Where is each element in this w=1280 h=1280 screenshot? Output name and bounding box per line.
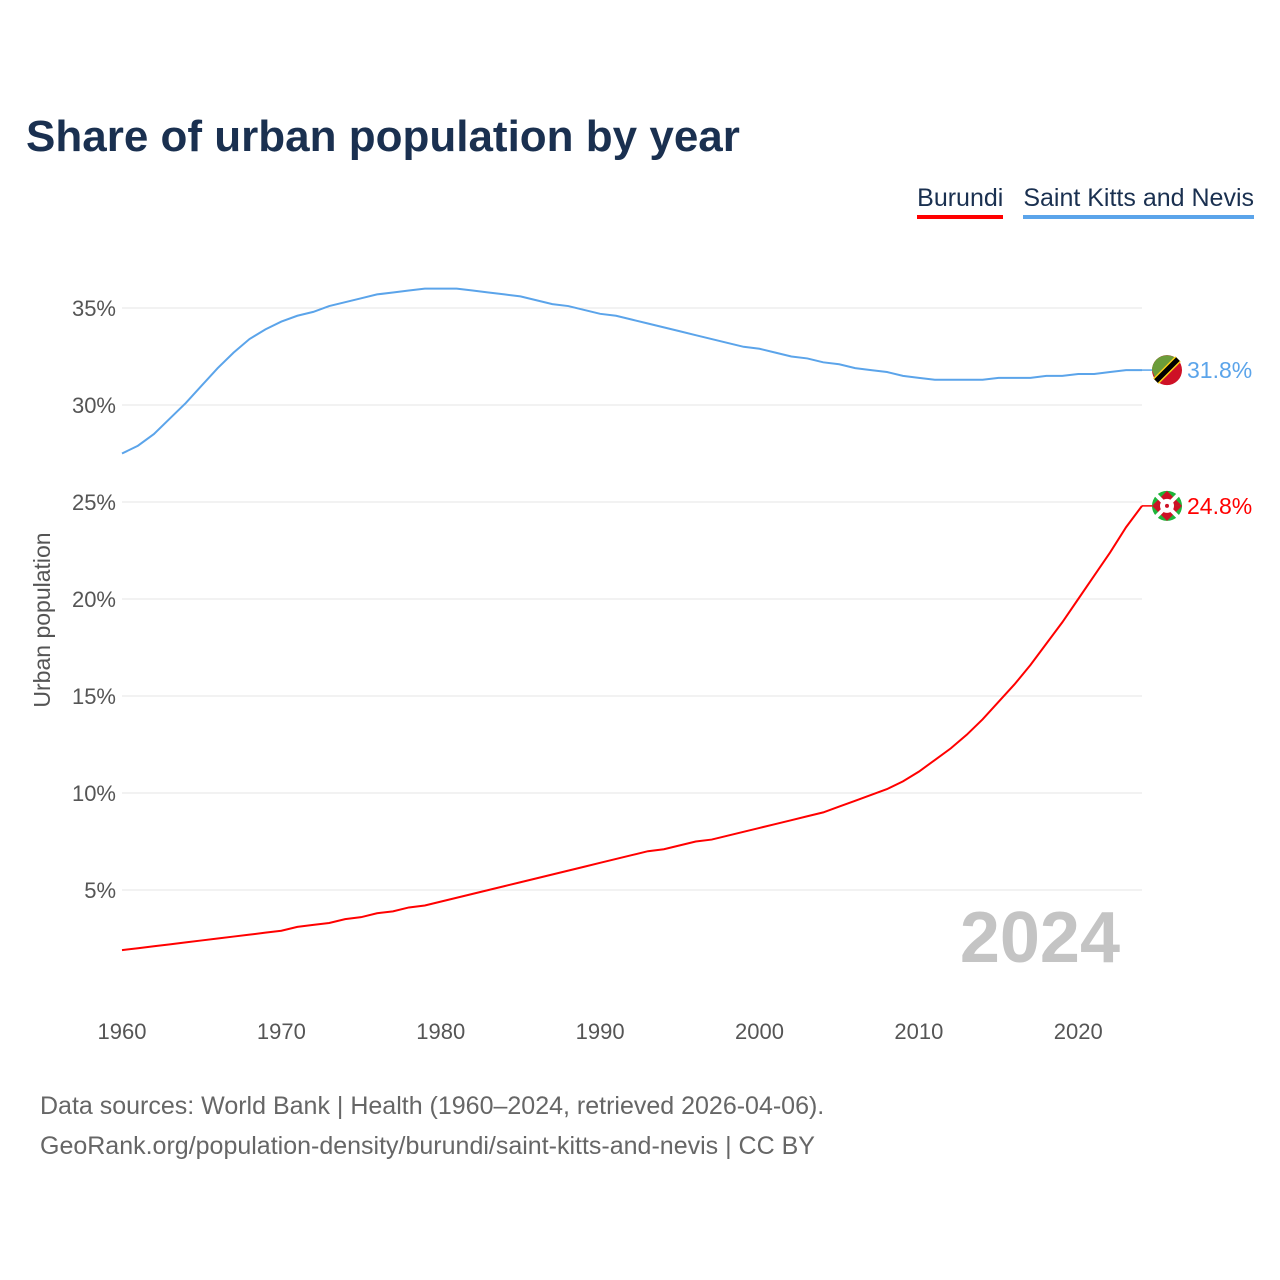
x-tick-label: 2020	[1054, 1019, 1103, 1044]
footer: Data sources: World Bank | Health (1960–…	[40, 1086, 824, 1166]
legend-item-burundi[interactable]: Burundi	[917, 184, 1004, 219]
legend: Burundi Saint Kitts and Nevis	[917, 184, 1254, 219]
x-tick-label: 1980	[416, 1019, 465, 1044]
y-axis-label: Urban population	[29, 532, 55, 707]
flag-saint-kitts-and-nevis-icon	[1152, 355, 1182, 386]
flag-burundi-icon	[1152, 490, 1182, 521]
y-tick-label: 15%	[72, 684, 116, 709]
source-link[interactable]: GeoRank.org/population-density/burundi/s…	[40, 1132, 815, 1160]
x-tick-label: 1960	[98, 1019, 147, 1044]
y-tick-label: 25%	[72, 490, 116, 515]
source-note: Data sources: World Bank | Health (1960–…	[40, 1092, 825, 1120]
series-line-burundi[interactable]	[121, 505, 1143, 952]
end-value-label-saint-kitts-and-nevis: 31.8%	[1187, 357, 1252, 383]
y-tick-label: 30%	[72, 393, 116, 418]
chart-title: Share of urban population by year	[26, 112, 740, 161]
y-tick-label: 10%	[72, 781, 116, 806]
series-line-saint-kitts-and-nevis[interactable]	[121, 287, 1142, 455]
year-watermark: 2024	[960, 898, 1120, 978]
y-tick-label: 5%	[84, 878, 116, 903]
x-tick-label: 2010	[894, 1019, 943, 1044]
legend-item-saint-kitts-and-nevis[interactable]: Saint Kitts and Nevis	[1023, 184, 1254, 219]
end-value-label-burundi: 24.8%	[1187, 493, 1252, 519]
y-tick-label: 35%	[72, 296, 116, 321]
x-tick-label: 2000	[735, 1019, 784, 1044]
x-tick-label: 1990	[576, 1019, 625, 1044]
x-tick-label: 1970	[257, 1019, 306, 1044]
y-tick-label: 20%	[72, 587, 116, 612]
